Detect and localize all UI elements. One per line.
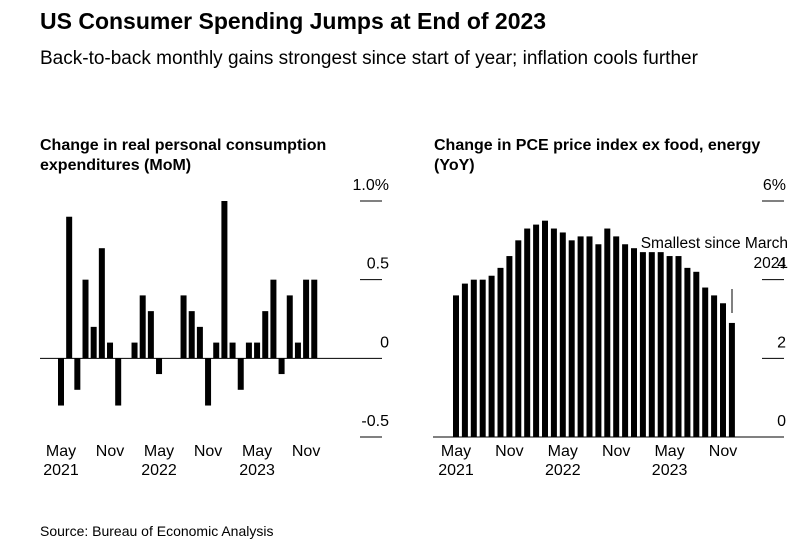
bar <box>702 287 709 437</box>
bar <box>311 279 318 359</box>
x-tick-label: Nov <box>96 443 124 460</box>
bar <box>205 358 212 406</box>
y-tick-label: 0.5 <box>367 256 389 273</box>
bar <box>213 342 220 359</box>
bar <box>139 295 146 359</box>
bar <box>180 295 187 359</box>
x-tick-label: May 2022 <box>141 443 177 479</box>
x-tick-label: Nov <box>602 443 630 460</box>
bar <box>461 283 468 437</box>
bar <box>657 252 664 437</box>
bar <box>648 252 655 437</box>
bar <box>453 295 459 437</box>
bar <box>488 275 495 437</box>
bar <box>131 342 138 359</box>
x-tick-label: May 2021 <box>438 443 474 479</box>
bar <box>98 248 105 359</box>
bar <box>229 342 236 359</box>
bar <box>82 279 89 359</box>
bar <box>107 342 114 359</box>
annotation: Smallest since March 2021 <box>640 235 788 272</box>
bar <box>711 295 718 437</box>
y-tick-label: 2 <box>777 334 786 351</box>
bar <box>693 271 700 437</box>
chart-title: Change in PCE price index ex food, energ… <box>434 137 761 174</box>
bar <box>147 311 154 359</box>
bar <box>728 322 735 437</box>
y-tick-label: 1.0% <box>353 177 389 194</box>
bar <box>622 244 629 437</box>
bar <box>262 311 269 359</box>
bar <box>550 228 557 437</box>
bar <box>156 358 163 375</box>
x-tick-label: Nov <box>194 443 222 460</box>
title: US Consumer Spending Jumps at End of 202… <box>40 8 547 34</box>
bar <box>196 326 203 359</box>
bar <box>613 236 620 437</box>
x-tick-label: May 2023 <box>239 443 275 479</box>
bar <box>270 279 277 359</box>
bar <box>559 232 566 437</box>
bar <box>278 358 285 375</box>
bar <box>66 216 73 359</box>
x-tick-label: May 2023 <box>652 443 688 479</box>
bar <box>497 267 504 437</box>
bar <box>506 256 513 437</box>
x-tick-label: May 2021 <box>43 443 79 479</box>
bar <box>303 279 310 359</box>
x-tick-label: May 2022 <box>545 443 581 479</box>
bar <box>470 279 477 437</box>
bar <box>524 228 531 437</box>
y-tick-label: 6% <box>763 177 786 194</box>
bar <box>533 224 540 437</box>
bar <box>568 240 575 437</box>
bar <box>58 358 64 406</box>
bar <box>479 279 486 437</box>
x-tick-label: Nov <box>495 443 523 460</box>
bar <box>595 244 602 437</box>
y-tick-label: 0 <box>777 413 786 430</box>
bar <box>639 252 646 437</box>
bar <box>254 342 261 359</box>
bar <box>286 295 293 359</box>
bar <box>675 256 682 437</box>
bar <box>542 220 548 437</box>
bar <box>188 311 195 359</box>
bar <box>221 201 228 359</box>
bar <box>515 240 522 437</box>
bar <box>577 236 584 437</box>
x-tick-label: Nov <box>292 443 320 460</box>
bar <box>90 326 97 359</box>
bar <box>666 256 673 437</box>
bar <box>74 358 81 390</box>
x-tick-label: Nov <box>709 443 737 460</box>
bar <box>115 358 122 406</box>
bar <box>720 303 726 437</box>
bar <box>684 267 691 437</box>
y-tick-label: -0.5 <box>361 413 389 430</box>
y-tick-label: 4 <box>777 256 786 273</box>
bar <box>604 228 611 437</box>
y-tick-label: 0 <box>380 334 389 351</box>
bar <box>294 342 301 359</box>
source: Source: Bureau of Economic Analysis <box>40 523 274 539</box>
chart-title: Change in real personal consumption expe… <box>40 137 327 174</box>
bar <box>245 342 252 359</box>
subtitle: Back-to-back monthly gains strongest sin… <box>40 48 698 69</box>
bar <box>586 236 593 437</box>
bar <box>631 248 637 437</box>
bar <box>237 358 244 390</box>
